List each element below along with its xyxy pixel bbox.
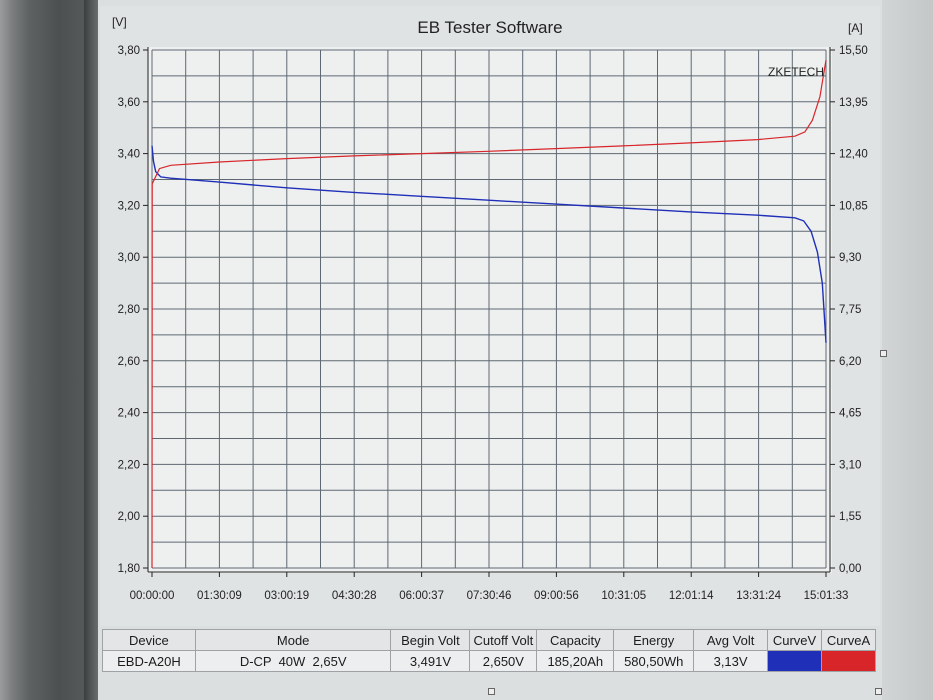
x-tick-label: 06:00:37 — [399, 590, 444, 602]
value-avg-volt: 3,13V — [693, 650, 769, 672]
right-tick-label: 13,95 — [839, 97, 868, 109]
value-energy: 580,50Wh — [613, 650, 695, 672]
left-tick-label: 3,80 — [118, 45, 140, 57]
value-cutoff-volt: 2,650V — [469, 650, 538, 672]
right-tick-label: 1,55 — [839, 511, 861, 523]
x-tick-label: 15:01:33 — [804, 590, 849, 602]
right-tick-label: 15,50 — [839, 45, 868, 57]
left-tick-label: 3,00 — [118, 252, 140, 264]
x-tick-label: 12:01:14 — [669, 590, 714, 602]
left-axis-unit: [V] — [112, 15, 127, 29]
x-tick-label: 00:00:00 — [130, 590, 175, 602]
left-tick-label: 2,00 — [118, 511, 140, 523]
x-tick-label: 13:31:24 — [736, 590, 781, 602]
header-curve-v: CurveV — [767, 629, 822, 651]
value-begin-volt: 3,491V — [390, 650, 471, 672]
header-device: Device — [102, 629, 196, 651]
right-tick-label: 3,10 — [839, 459, 861, 471]
grid — [151, 49, 827, 569]
right-axis-unit: [A] — [848, 21, 863, 35]
resize-handle-corner[interactable] — [875, 688, 882, 695]
header-curve-a: CurveA — [820, 629, 877, 651]
header-capacity: Capacity — [536, 629, 615, 651]
monitor-bezel-edge — [84, 0, 98, 700]
curve-a-color-swatch[interactable] — [820, 650, 877, 672]
table-row: EBD-A20H D-CP 40W 2,65V 3,491V 2,650V 18… — [102, 650, 877, 672]
left-tick-label: 3,60 — [118, 97, 140, 109]
x-tick-label: 09:00:56 — [534, 590, 579, 602]
series-line-curvev — [151, 145, 827, 343]
header-cutoff-volt: Cutoff Volt — [469, 629, 538, 651]
axis-labels: 3,80 3,60 3,40 3,20 3,00 2,80 2,60 2,40 2,20 2,00… — [118, 45, 868, 602]
series-line-curvea — [151, 59, 827, 569]
right-tick-label: 12,40 — [839, 149, 868, 161]
left-tick-label: 2,40 — [118, 408, 140, 420]
left-tick-label: 3,20 — [118, 200, 140, 212]
right-tick-label: 9,30 — [839, 252, 861, 264]
left-tick-label: 1,80 — [118, 563, 140, 575]
header-avg-volt: Avg Volt — [693, 629, 769, 651]
left-tick-label: 2,20 — [118, 459, 140, 471]
header-mode: Mode — [194, 629, 392, 651]
left-tick-label: 2,80 — [118, 304, 140, 316]
value-capacity: 185,20Ah — [536, 650, 615, 672]
series-group — [151, 59, 827, 569]
axis-ticks — [143, 47, 835, 577]
screen-right-area — [882, 0, 933, 700]
resize-handle-bottom[interactable] — [488, 688, 495, 695]
right-tick-label: 4,65 — [839, 408, 861, 420]
x-tick-label: 03:00:19 — [264, 590, 309, 602]
header-begin-volt: Begin Volt — [390, 629, 471, 651]
right-tick-label: 6,20 — [839, 356, 861, 368]
x-tick-label: 10:31:05 — [601, 590, 646, 602]
plot-area — [148, 47, 832, 573]
results-table: Device Mode Begin Volt Cutoff Volt Capac… — [102, 629, 877, 672]
chart-title: EB Tester Software — [417, 18, 562, 37]
curve-v-color-swatch[interactable] — [767, 650, 822, 672]
value-device: EBD-A20H — [102, 650, 196, 672]
right-tick-label: 10,85 — [839, 200, 868, 212]
left-tick-label: 3,40 — [118, 149, 140, 161]
x-tick-label: 07:30:46 — [467, 590, 512, 602]
monitor-bezel — [0, 0, 98, 700]
x-tick-label: 04:30:28 — [332, 590, 377, 602]
resize-handle-right[interactable] — [880, 350, 887, 357]
value-mode: D-CP 40W 2,65V — [194, 650, 392, 672]
x-tick-label: 01:30:09 — [197, 590, 242, 602]
header-energy: Energy — [613, 629, 695, 651]
right-tick-label: 0,00 — [839, 563, 861, 575]
watermark-label: ZKETECH — [768, 65, 824, 79]
right-tick-label: 7,75 — [839, 304, 861, 316]
left-tick-label: 2,60 — [118, 356, 140, 368]
table-header-row: Device Mode Begin Volt Cutoff Volt Capac… — [102, 629, 877, 651]
